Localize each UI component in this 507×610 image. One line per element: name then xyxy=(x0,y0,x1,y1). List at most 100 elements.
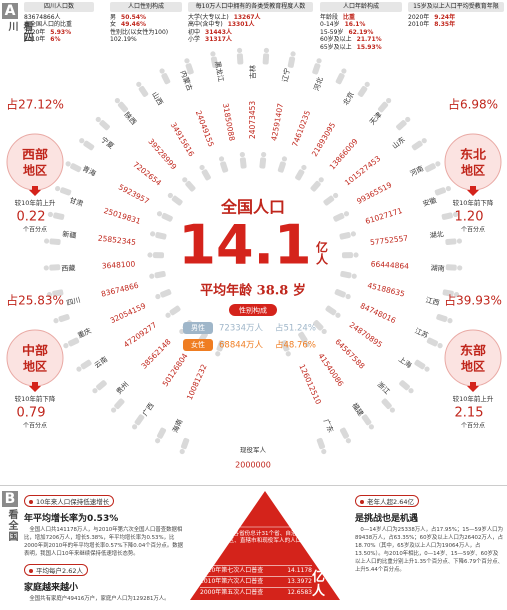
person-head xyxy=(318,177,324,183)
province-name: 新疆 xyxy=(62,229,77,240)
pyramid-triangle xyxy=(190,491,340,600)
person-body xyxy=(155,232,167,240)
person-head xyxy=(290,51,296,57)
stat-cell: 2010年 xyxy=(408,21,430,29)
person-head xyxy=(261,151,267,158)
person-head xyxy=(335,312,341,318)
region-name: 东北 xyxy=(460,147,486,162)
stat-cell: 大学(大专以上) xyxy=(188,13,229,21)
person-icon xyxy=(357,81,370,97)
person-body xyxy=(239,157,247,169)
person-body xyxy=(161,73,171,85)
province-population: 101527453 xyxy=(343,154,383,188)
person-body xyxy=(287,56,296,68)
person-head xyxy=(389,407,395,413)
person-body xyxy=(80,359,92,370)
person-icon xyxy=(46,289,64,298)
person-icon xyxy=(53,314,70,324)
region-unit: 个百分点 xyxy=(461,422,485,430)
person-body xyxy=(339,232,351,240)
person-head xyxy=(155,293,161,300)
province-population: 32054159 xyxy=(109,301,148,325)
pyramid-cell: 13.3972 xyxy=(287,578,312,585)
pyramid-cell: 14.1178 xyxy=(287,567,312,574)
person-icon xyxy=(63,337,80,349)
person-body xyxy=(152,252,165,259)
stat-row: 男 50.54% xyxy=(110,14,182,22)
province-population: 45188635 xyxy=(367,281,406,299)
person-head xyxy=(65,161,71,167)
person-icon xyxy=(155,427,167,444)
province-name: 河北 xyxy=(312,76,324,92)
region-change: 较10年前上升 xyxy=(15,198,56,207)
person-body xyxy=(236,53,244,65)
person-icon xyxy=(436,314,453,324)
person-body xyxy=(411,140,423,151)
person-body xyxy=(180,437,190,450)
stat-cell: 占全国人口的比重 xyxy=(24,21,73,29)
person-icon xyxy=(312,58,322,75)
person-head xyxy=(132,424,138,430)
province-population: 61027171 xyxy=(364,206,403,226)
person-body xyxy=(396,120,407,131)
person-head xyxy=(447,318,453,324)
person-icon xyxy=(47,211,65,220)
person-body xyxy=(169,305,181,316)
region-circle xyxy=(444,133,502,191)
person-body xyxy=(60,187,72,196)
province-name: 湖南 xyxy=(430,263,445,273)
province-population: 3648100 xyxy=(102,259,136,270)
stat-cell: 初中 xyxy=(188,28,201,36)
person-body xyxy=(357,85,368,97)
person-body xyxy=(185,63,194,75)
person-head xyxy=(281,156,288,162)
province-population: 10081232 xyxy=(185,363,209,402)
person-head xyxy=(114,98,120,104)
region-change: 较10年前上升 xyxy=(453,394,494,403)
person-head xyxy=(44,238,50,244)
stat-cell: 13301人 xyxy=(227,21,255,29)
paragraph: 全国人口共141178万人，与2010年第六次全国人口普查数据相比，增加7206… xyxy=(24,527,183,557)
person-icon xyxy=(111,398,125,413)
person-body xyxy=(58,314,70,323)
stat-row: 83674866人 xyxy=(24,14,94,22)
pyramid-rows: 2020年第七次人口普查 14.1178 2010年第六次人口普查 13.3972 20… xyxy=(200,565,312,598)
person-head xyxy=(345,293,351,300)
section-b: B 看全国 10年来人口保持低速增长 年平均增长率为0.53% 全国人口共141… xyxy=(0,485,507,602)
province-name: 吉林 xyxy=(248,65,257,79)
person-icon xyxy=(287,51,296,68)
stat-cell: 女 xyxy=(110,21,117,29)
province-name: 上海 xyxy=(397,354,414,369)
gender-share: 占48.76% xyxy=(275,340,316,351)
person-icon xyxy=(65,161,82,173)
person-body xyxy=(49,264,61,271)
person-icon xyxy=(411,138,427,151)
person-body xyxy=(52,289,64,297)
person-head xyxy=(156,211,163,217)
person-body xyxy=(114,398,125,410)
person-body xyxy=(298,331,308,343)
person-body xyxy=(323,195,335,206)
person-icon xyxy=(179,437,190,455)
person-head xyxy=(182,177,188,183)
person-head xyxy=(405,116,411,123)
person-head xyxy=(165,312,171,318)
province-name: 重庆 xyxy=(76,326,92,340)
person-head xyxy=(456,238,462,244)
person-head xyxy=(53,318,59,324)
province-population: 47209277 xyxy=(122,320,159,349)
region-points: 0.79 xyxy=(17,406,46,421)
person-icon xyxy=(277,156,288,173)
province-name: 四川 xyxy=(66,296,82,307)
person-body xyxy=(424,163,436,173)
person-body xyxy=(160,289,172,298)
person-icon xyxy=(424,161,441,173)
person-body xyxy=(99,120,110,131)
person-body xyxy=(277,161,286,173)
person-body xyxy=(157,427,167,439)
stat-row: 2010年 6% xyxy=(24,36,94,44)
province-name: 黑龙江 xyxy=(213,60,226,82)
stat-row: 60岁及以上 21.71% xyxy=(320,36,402,44)
person-body xyxy=(201,169,211,181)
person-body xyxy=(312,63,321,75)
